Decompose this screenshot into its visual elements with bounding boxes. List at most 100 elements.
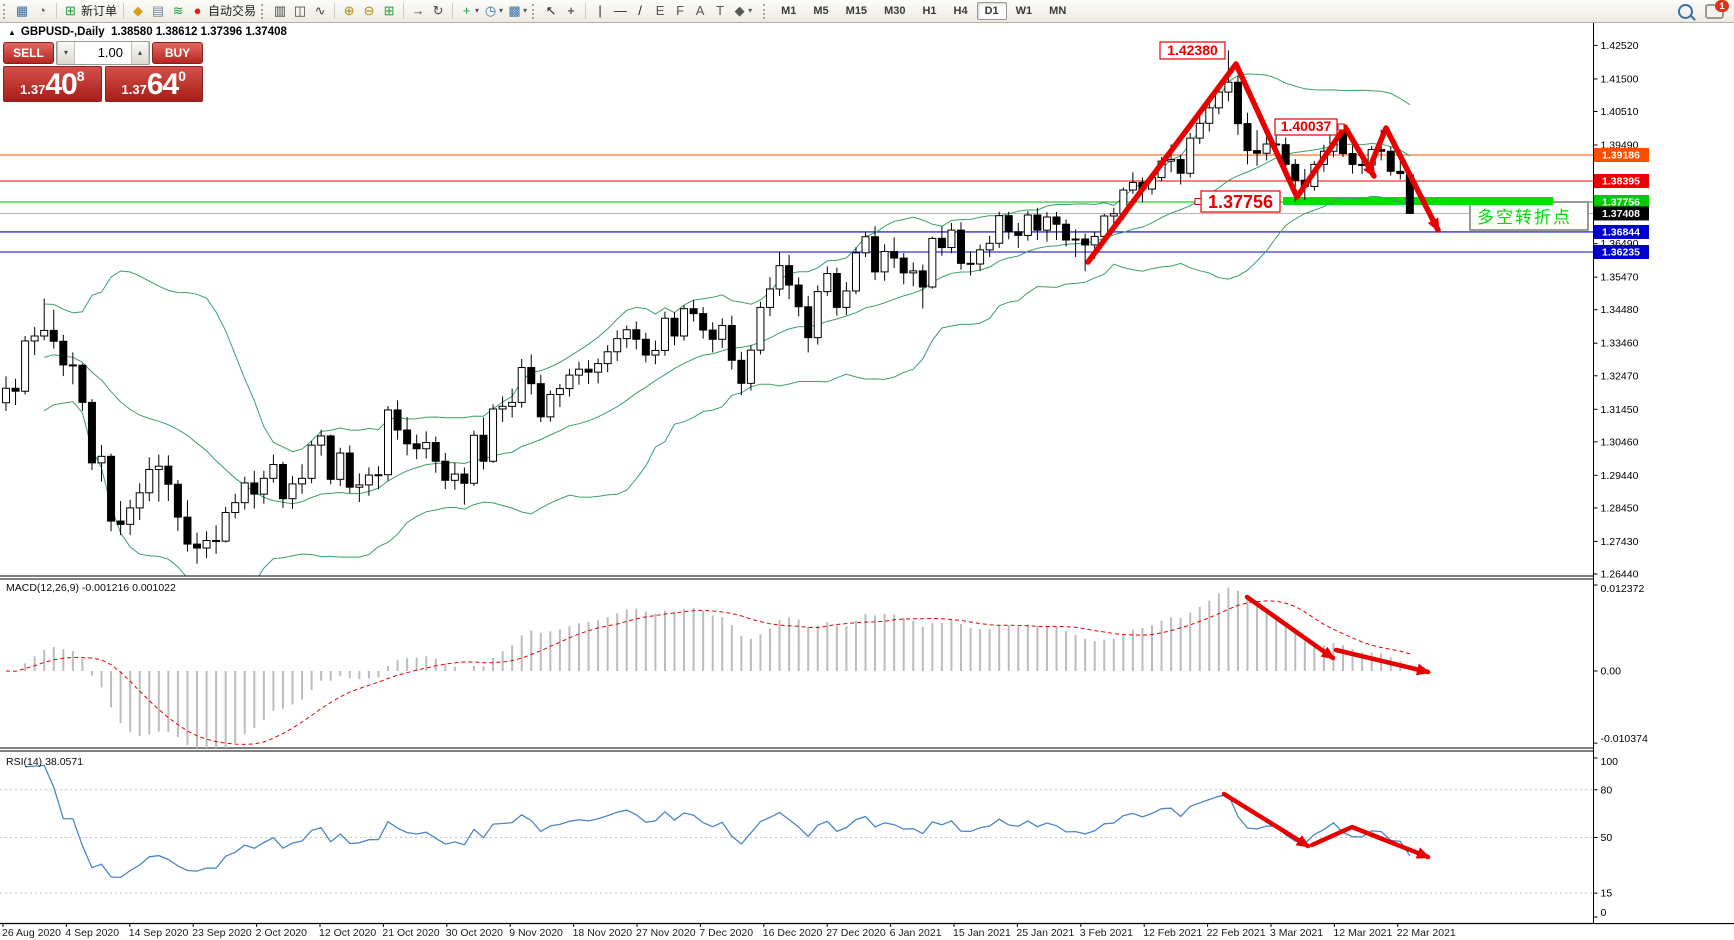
timeframe-m1-button[interactable]: M1 bbox=[773, 2, 804, 20]
price-tick-label: 1.30460 bbox=[1601, 436, 1639, 448]
toolbar-separator bbox=[585, 3, 587, 19]
cursor-button[interactable]: ↖ bbox=[541, 1, 561, 21]
market-watch-button[interactable]: ◆ bbox=[128, 1, 148, 21]
date-tick-label: 4 Sep 2020 bbox=[65, 927, 119, 939]
rsi-trend-arrows[interactable] bbox=[1221, 791, 1431, 860]
signals-button[interactable]: ≋ bbox=[168, 1, 188, 21]
date-tick-label: 18 Nov 2020 bbox=[573, 927, 633, 939]
volume-decrease-button[interactable]: ▾ bbox=[57, 41, 75, 64]
buy-price-digits: 64 bbox=[146, 68, 179, 101]
price-tag-labels[interactable]: 1.42380 1.40037 1.37756 bbox=[1159, 41, 1345, 213]
note-box[interactable]: 多空转折点 bbox=[1469, 201, 1589, 231]
crosshair-button[interactable]: + bbox=[561, 1, 581, 21]
volume-input[interactable] bbox=[75, 44, 131, 61]
equidistant-channel-button[interactable]: E bbox=[650, 1, 670, 21]
date-tick-label: 2 Oct 2020 bbox=[256, 927, 308, 939]
caret-up-icon: ▴ bbox=[137, 48, 142, 57]
search-icon[interactable] bbox=[1678, 3, 1693, 19]
bar-chart-button[interactable]: ▥ bbox=[270, 1, 290, 21]
horizontal-line-button[interactable]: — bbox=[610, 1, 630, 21]
signals-icon: ≋ bbox=[172, 3, 184, 18]
vertical-line-button[interactable]: | bbox=[590, 1, 610, 21]
toolbar-grip bbox=[261, 3, 266, 19]
price-tick-label: 1.29440 bbox=[1601, 470, 1639, 482]
new-order-button[interactable]: ⊞ 新订单 bbox=[61, 1, 119, 21]
zoom-in-button[interactable]: ⊕ bbox=[339, 1, 359, 21]
zoom-out-icon: ⊖ bbox=[363, 3, 375, 18]
toolbar-grip bbox=[532, 3, 537, 19]
line-chart-icon: ∿ bbox=[314, 3, 326, 18]
text-button[interactable]: A bbox=[690, 1, 710, 21]
sell-button[interactable]: SELL bbox=[3, 41, 54, 64]
volume-increase-button[interactable]: ▴ bbox=[131, 41, 149, 64]
price-badge: 1.36844 bbox=[1602, 226, 1640, 238]
one-click-top-row: SELL ▾ ▴ BUY bbox=[3, 40, 203, 65]
price-tick-label: 1.26440 bbox=[1601, 568, 1639, 580]
vertical-line-icon: | bbox=[598, 3, 602, 18]
timeframe-m15-button[interactable]: M15 bbox=[838, 2, 875, 20]
date-tick-label: 21 Oct 2020 bbox=[382, 927, 439, 939]
rsi-axis-label: 15 bbox=[1601, 888, 1613, 900]
zoom-out-button[interactable]: ⊖ bbox=[359, 1, 379, 21]
toolbar-separator bbox=[403, 3, 405, 19]
chart-window-button[interactable]: ▦ bbox=[12, 1, 32, 21]
price-tick-label: 1.40510 bbox=[1601, 106, 1639, 118]
sell-price-button[interactable]: 1.37 40 8 bbox=[3, 66, 102, 102]
time-axis[interactable]: 26 Aug 2020 4 Sep 2020 14 Sep 2020 23 Sep 2… bbox=[2, 924, 1456, 939]
price-tick-label: 1.28450 bbox=[1601, 502, 1639, 514]
buy-price-button[interactable]: 1.37 64 0 bbox=[104, 66, 203, 102]
toolbar-grip bbox=[763, 3, 768, 19]
price-tick-label: 1.34480 bbox=[1601, 304, 1639, 316]
chart-shift-button[interactable]: → bbox=[408, 1, 428, 21]
tile-windows-button[interactable]: ⊞ bbox=[379, 1, 399, 21]
toolbar-separator bbox=[334, 3, 336, 19]
candlestick-chart-button[interactable]: ◫ bbox=[290, 1, 310, 21]
arrows-button[interactable]: ◆ ▾ bbox=[730, 1, 754, 21]
macd-trend-arrows[interactable] bbox=[1244, 594, 1431, 676]
metaeditor-icon: ▤ bbox=[151, 3, 165, 18]
timeframe-d1-button[interactable]: D1 bbox=[976, 2, 1007, 20]
metaeditor-button[interactable]: ▤ bbox=[148, 1, 168, 21]
tick-chart-icon: ◔ bbox=[38, 3, 46, 18]
rsi-axis-label: 80 bbox=[1601, 784, 1613, 796]
templates-icon: ▩ bbox=[508, 3, 521, 18]
timeframe-w1-button[interactable]: W1 bbox=[1008, 2, 1041, 20]
text-label-icon: T bbox=[716, 3, 725, 18]
timeframe-m5-button[interactable]: M5 bbox=[805, 2, 836, 20]
arrows-icon: ◆ bbox=[734, 3, 745, 18]
timeframe-h1-button[interactable]: H1 bbox=[914, 2, 944, 20]
periods-button[interactable]: ◷ ▾ bbox=[481, 1, 505, 21]
panel-separators[interactable] bbox=[0, 575, 1734, 925]
toolbar-grip bbox=[3, 3, 8, 19]
toolbar-separator bbox=[56, 3, 57, 19]
fibonacci-icon: F bbox=[676, 3, 685, 18]
dropdown-caret-icon: ▾ bbox=[523, 6, 528, 15]
timeframe-m30-button[interactable]: M30 bbox=[876, 2, 913, 20]
line-chart-button[interactable]: ∿ bbox=[310, 1, 330, 21]
date-tick-label: 15 Jan 2021 bbox=[953, 927, 1011, 939]
macd-indicator-label: MACD(12,26,9) -0.001216 0.001022 bbox=[6, 582, 176, 594]
timeframe-h4-button[interactable]: H4 bbox=[946, 2, 976, 20]
templates-button[interactable]: ▩ ▾ bbox=[505, 1, 529, 21]
auto-scroll-button[interactable]: ↻ bbox=[428, 1, 448, 21]
tick-chart-button[interactable]: ◔ bbox=[32, 1, 52, 21]
date-tick-label: 27 Dec 2020 bbox=[826, 927, 886, 939]
price-axis: 1.425201.415001.405101.394901.364901.354… bbox=[1593, 22, 1734, 923]
new-order-label: 新订单 bbox=[81, 4, 118, 18]
toolbar-separator bbox=[123, 3, 125, 19]
notifications-icon[interactable]: 1 bbox=[1705, 0, 1729, 19]
indicators-add-button[interactable]: + ▾ bbox=[457, 1, 481, 21]
text-label-button[interactable]: T bbox=[710, 1, 730, 21]
buy-button[interactable]: BUY bbox=[152, 41, 203, 64]
autotrading-button[interactable]: ● 自动交易 bbox=[188, 1, 258, 21]
trendline-button[interactable]: / bbox=[630, 1, 650, 21]
buy-price-pip: 0 bbox=[178, 68, 186, 84]
auto-scroll-icon: ↻ bbox=[432, 3, 444, 18]
price-badge: 1.37756 bbox=[1602, 197, 1640, 209]
fibonacci-button[interactable]: F bbox=[670, 1, 690, 21]
collapse-panel-icon[interactable]: ▲ bbox=[8, 27, 16, 37]
autotrading-icon: ● bbox=[193, 3, 202, 18]
timeframe-mn-button[interactable]: MN bbox=[1041, 2, 1074, 20]
trend-arrows[interactable] bbox=[1085, 61, 1441, 265]
